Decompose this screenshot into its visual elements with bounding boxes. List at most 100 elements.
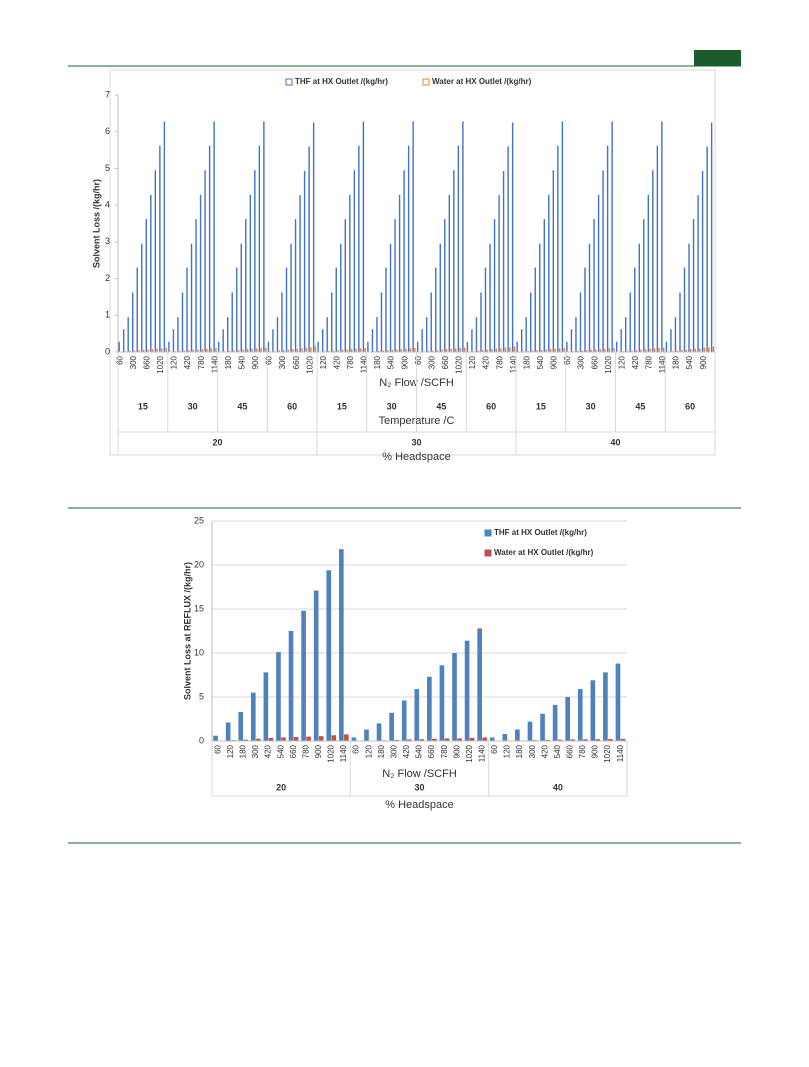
bar bbox=[679, 292, 681, 352]
bar bbox=[694, 348, 697, 352]
bar bbox=[165, 347, 167, 352]
bar bbox=[210, 348, 213, 352]
bar bbox=[545, 739, 550, 741]
bar bbox=[272, 329, 274, 352]
bar bbox=[466, 341, 469, 352]
x-tick-label: 660 bbox=[292, 355, 301, 369]
bar bbox=[160, 348, 163, 352]
bar bbox=[147, 349, 149, 352]
bar bbox=[480, 292, 482, 352]
x-tick-label: 300 bbox=[129, 355, 138, 369]
bar bbox=[640, 349, 642, 352]
group-label: 45 bbox=[237, 401, 247, 411]
bar bbox=[296, 348, 299, 352]
y-axis-title: Solvent Loss /(kg/hr) bbox=[91, 179, 101, 268]
bar bbox=[602, 170, 604, 352]
bar bbox=[615, 663, 621, 741]
x-tick-label: 660 bbox=[441, 355, 450, 369]
bar bbox=[292, 349, 294, 352]
bar bbox=[412, 121, 414, 352]
bar bbox=[509, 347, 511, 352]
bar bbox=[281, 737, 286, 741]
y-tick-label: 7 bbox=[105, 89, 110, 99]
group-label: 30 bbox=[586, 401, 596, 411]
bar bbox=[444, 738, 450, 741]
bar bbox=[260, 347, 262, 352]
y-tick-label: 25 bbox=[194, 515, 204, 525]
group-title: Temperature /C bbox=[379, 415, 455, 427]
x-tick-label: 540 bbox=[237, 355, 246, 369]
bar bbox=[457, 145, 460, 352]
x-tick-label: 180 bbox=[377, 744, 386, 758]
bar bbox=[132, 292, 134, 352]
group-label: 15 bbox=[337, 401, 347, 411]
bar bbox=[486, 349, 489, 352]
x-tick-label: 540 bbox=[536, 355, 545, 369]
bar bbox=[364, 729, 369, 741]
bar bbox=[367, 341, 369, 352]
bar bbox=[441, 349, 443, 352]
bar bbox=[595, 349, 597, 352]
bar bbox=[250, 692, 256, 741]
x-tick-label: 120 bbox=[364, 744, 373, 758]
bar bbox=[502, 733, 508, 741]
header-tab bbox=[694, 50, 741, 66]
bar bbox=[389, 243, 392, 352]
bar bbox=[331, 735, 337, 741]
bar bbox=[141, 243, 143, 352]
bar bbox=[228, 350, 231, 352]
x-tick-label: 540 bbox=[387, 355, 396, 369]
bar bbox=[710, 122, 713, 353]
bar bbox=[620, 329, 622, 352]
bar bbox=[371, 329, 374, 352]
bar bbox=[462, 121, 464, 352]
x-tick-label: 660 bbox=[427, 744, 436, 758]
group-label: 60 bbox=[685, 401, 695, 411]
bar bbox=[701, 170, 704, 352]
bar bbox=[326, 570, 332, 741]
bar bbox=[394, 219, 396, 352]
bar bbox=[674, 317, 677, 352]
bar bbox=[263, 121, 265, 352]
bar bbox=[489, 243, 491, 352]
bar bbox=[670, 329, 672, 352]
x-tick-label: 180 bbox=[373, 355, 382, 369]
bar bbox=[579, 292, 582, 352]
bar bbox=[299, 195, 301, 352]
bar bbox=[662, 347, 665, 352]
bar bbox=[414, 347, 416, 352]
x-tick-label: 1140 bbox=[339, 744, 348, 762]
bar bbox=[403, 170, 405, 352]
bar bbox=[563, 347, 565, 352]
bar bbox=[242, 349, 244, 352]
x-tick-label: 540 bbox=[685, 355, 694, 369]
y-tick-label: 1 bbox=[105, 310, 110, 320]
x-tick-label: 120 bbox=[468, 355, 477, 369]
x-tick-label: 780 bbox=[645, 355, 654, 369]
bar bbox=[318, 736, 324, 741]
bar bbox=[457, 738, 462, 741]
bar bbox=[215, 347, 217, 352]
bar bbox=[349, 194, 351, 352]
bar bbox=[676, 350, 678, 352]
bar bbox=[285, 267, 288, 352]
bar bbox=[378, 350, 380, 352]
bar bbox=[534, 267, 536, 352]
bar bbox=[624, 317, 627, 352]
bar bbox=[154, 170, 157, 352]
bar bbox=[588, 243, 591, 352]
y-tick-label: 10 bbox=[194, 647, 204, 657]
x-tick-label: 60 bbox=[265, 355, 274, 364]
bar bbox=[222, 329, 224, 352]
x-tick-label: 780 bbox=[301, 744, 310, 758]
bar bbox=[355, 348, 357, 352]
bar bbox=[582, 739, 588, 741]
bar bbox=[543, 219, 545, 352]
bar bbox=[389, 712, 394, 741]
x-tick-label: 1140 bbox=[509, 355, 518, 373]
bar bbox=[186, 267, 188, 352]
bar bbox=[233, 350, 235, 352]
bar bbox=[159, 145, 161, 352]
group-label: 45 bbox=[635, 401, 645, 411]
bar bbox=[545, 349, 547, 352]
